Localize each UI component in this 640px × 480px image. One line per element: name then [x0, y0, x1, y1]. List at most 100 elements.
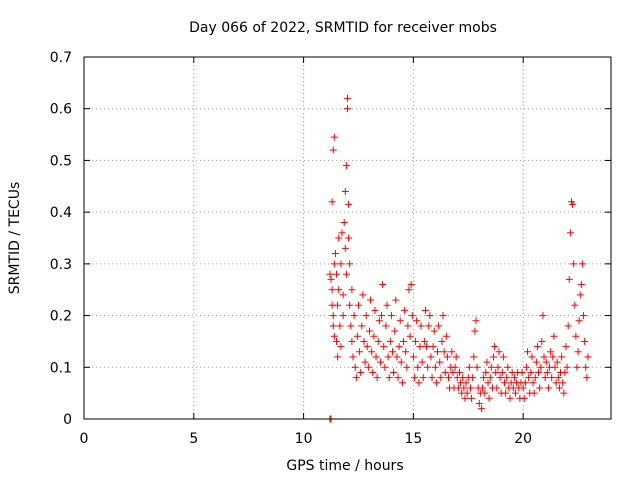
- y-axis-title: SRMTID / TECUs: [7, 182, 23, 295]
- data-point: [552, 379, 560, 387]
- data-point: [344, 94, 351, 102]
- x-tick-label: 15: [404, 431, 422, 447]
- data-point: [382, 322, 390, 330]
- data-point: [423, 343, 431, 351]
- data-point: [354, 301, 362, 309]
- data-point: [394, 374, 402, 382]
- data-point: [518, 368, 526, 376]
- data-point: [442, 332, 450, 340]
- data-point: [330, 332, 338, 340]
- data-point: [542, 358, 550, 366]
- data-point: [563, 363, 571, 371]
- x-tick-label: 10: [295, 431, 313, 447]
- data-point: [364, 363, 372, 371]
- data-point: [479, 384, 487, 392]
- data-point: [581, 337, 589, 345]
- x-tick-label: 20: [514, 431, 532, 447]
- data-point: [386, 337, 394, 345]
- data-point: [372, 353, 380, 361]
- data-point: [569, 200, 577, 208]
- data-point: [522, 363, 530, 371]
- data-point: [356, 348, 364, 356]
- data-point: [502, 389, 510, 397]
- data-point: [344, 105, 351, 113]
- data-point: [449, 368, 457, 376]
- y-tick-label: 0.1: [50, 360, 72, 376]
- data-point: [331, 250, 339, 258]
- data-point: [451, 363, 459, 371]
- data-point: [469, 374, 477, 382]
- data-point: [398, 379, 406, 387]
- data-point: [368, 348, 376, 356]
- data-point: [397, 358, 405, 366]
- data-point: [395, 343, 403, 351]
- data-point: [540, 353, 548, 361]
- data-point: [462, 379, 470, 387]
- data-point: [412, 337, 420, 345]
- data-point: [326, 270, 334, 278]
- data-point: [385, 374, 393, 382]
- data-point: [484, 379, 492, 387]
- data-point: [363, 343, 371, 351]
- axis-ticks: [83, 56, 611, 420]
- data-point: [521, 379, 529, 387]
- data-point: [383, 301, 391, 309]
- data-point: [558, 353, 566, 361]
- data-point: [520, 394, 528, 402]
- data-point: [338, 229, 346, 237]
- data-point: [551, 363, 559, 371]
- data-point: [348, 286, 356, 294]
- data-point: [420, 337, 428, 345]
- data-point: [580, 312, 588, 320]
- data-point: [369, 368, 377, 376]
- data-point: [374, 337, 382, 345]
- data-point: [387, 312, 395, 320]
- data-point: [403, 363, 411, 371]
- x-tick-label: 0: [80, 431, 89, 447]
- data-point: [330, 133, 338, 141]
- grid-lines: [84, 57, 611, 419]
- data-point: [426, 312, 434, 320]
- data-point: [360, 337, 368, 345]
- data-point: [345, 234, 353, 242]
- data-point: [336, 322, 344, 330]
- data-point: [346, 260, 354, 268]
- data-point: [455, 368, 463, 376]
- data-points: [326, 94, 592, 423]
- data-point: [327, 275, 335, 283]
- data-point: [549, 353, 557, 361]
- data-point: [570, 260, 578, 268]
- data-point: [470, 353, 478, 361]
- tick-labels: 0 5 10 15 20 0 0.1 0.2 0.3 0.4 0.5 0.6 0.7: [50, 50, 532, 447]
- data-point: [584, 353, 592, 361]
- data-point: [407, 281, 415, 289]
- data-point: [333, 270, 341, 278]
- data-point: [483, 358, 491, 366]
- data-point: [440, 348, 448, 356]
- data-point: [501, 379, 509, 387]
- y-tick-label: 0.6: [50, 102, 72, 118]
- data-point: [399, 337, 407, 345]
- data-point: [544, 384, 552, 392]
- data-point: [334, 353, 342, 361]
- y-tick-label: 0.4: [50, 205, 72, 221]
- data-point: [535, 368, 543, 376]
- data-point: [582, 363, 590, 371]
- chart-title: Day 066 of 2022, SRMTID for receiver mob…: [189, 20, 497, 36]
- data-point: [499, 353, 507, 361]
- data-point: [353, 332, 361, 340]
- data-point: [482, 368, 490, 376]
- data-point: [352, 374, 360, 382]
- data-point: [409, 353, 417, 361]
- data-point: [347, 322, 355, 330]
- data-point: [435, 322, 443, 330]
- data-point: [445, 374, 453, 382]
- data-point: [416, 343, 424, 351]
- data-point: [351, 363, 359, 371]
- data-point: [389, 348, 397, 356]
- data-point: [380, 343, 388, 351]
- data-point: [529, 379, 537, 387]
- data-point: [339, 312, 347, 320]
- data-point: [345, 200, 353, 208]
- data-point: [415, 379, 423, 387]
